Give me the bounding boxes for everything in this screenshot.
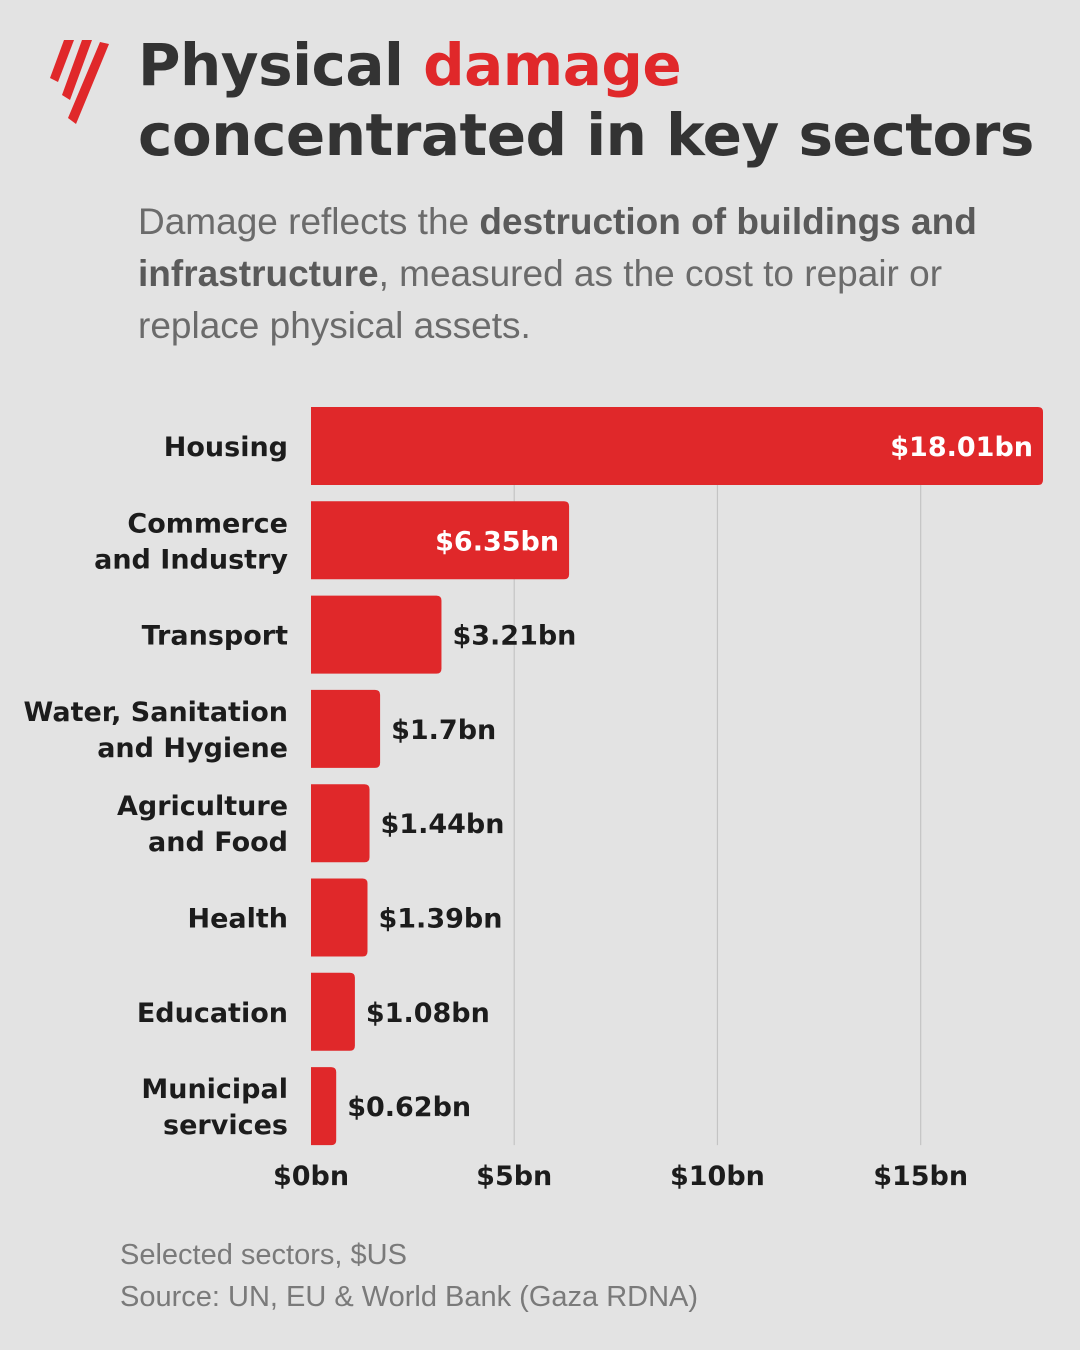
footer-note: Selected sectors, $US (120, 1239, 407, 1271)
bar-chart: $0bn $5bn $10bn $15bn Housing $18.01bn Commerc… (24, 407, 1043, 1192)
value-label: $1.08bn (366, 998, 490, 1029)
page-subtitle: Damage reflects the destruction of build… (138, 196, 1038, 352)
value-label: $18.01bn (890, 432, 1033, 463)
x-tick-label: $15bn (873, 1161, 968, 1192)
value-label: $1.44bn (381, 809, 505, 840)
bar (311, 689, 381, 768)
grid-lines (513, 407, 922, 1146)
value-label: $1.7bn (391, 715, 496, 746)
bar (311, 1067, 337, 1146)
category-label: Housing (164, 432, 288, 463)
category-label: Agriculture (117, 791, 288, 822)
title-line2: concentrated in key sectors (138, 101, 1034, 169)
category-label: and Hygiene (97, 733, 288, 764)
bar (311, 972, 355, 1051)
value-label: $0.62bn (347, 1092, 471, 1123)
subtitle-part1: Damage reflects the (138, 201, 480, 242)
category-label: and Food (148, 827, 288, 858)
category-label: Commerce (127, 508, 288, 539)
bar (311, 878, 368, 957)
category-label: Municipal (141, 1074, 288, 1105)
page-title: Physical damage concentrated in key secto… (138, 30, 1058, 170)
footer-source: Source: UN, EU & World Bank (Gaza RDNA) (120, 1281, 699, 1313)
category-label: and Industry (94, 544, 288, 575)
value-label: $6.35bn (435, 526, 559, 557)
labels: $0bn $5bn $10bn $15bn Housing $18.01bn Commerc… (24, 432, 1033, 1192)
footer: Selected sectors, $US Source: UN, EU & W… (120, 1234, 698, 1318)
bar (311, 595, 442, 674)
bar (311, 407, 1043, 485)
value-label: $3.21bn (452, 621, 576, 652)
subtitle-part2: , measured as the cost to repair or repl… (138, 253, 943, 346)
title-part1: Physical (138, 31, 424, 99)
brand-logo-icon (50, 40, 109, 124)
x-tick-label: $5bn (476, 1161, 552, 1192)
x-tick-label: $10bn (670, 1161, 765, 1192)
category-label: Education (137, 998, 288, 1029)
title-accent: damage (423, 31, 682, 99)
category-label: Water, Sanitation (24, 697, 288, 728)
bar (311, 784, 370, 863)
category-label: Health (187, 904, 288, 935)
x-tick-label: $0bn (273, 1161, 349, 1192)
category-label: services (163, 1110, 288, 1141)
category-label: Transport (142, 621, 288, 652)
bars (311, 407, 1043, 1146)
value-label: $1.39bn (378, 904, 502, 935)
subtitle-bold: destruction of buildings and infrastruct… (138, 201, 977, 294)
bar (311, 501, 570, 580)
